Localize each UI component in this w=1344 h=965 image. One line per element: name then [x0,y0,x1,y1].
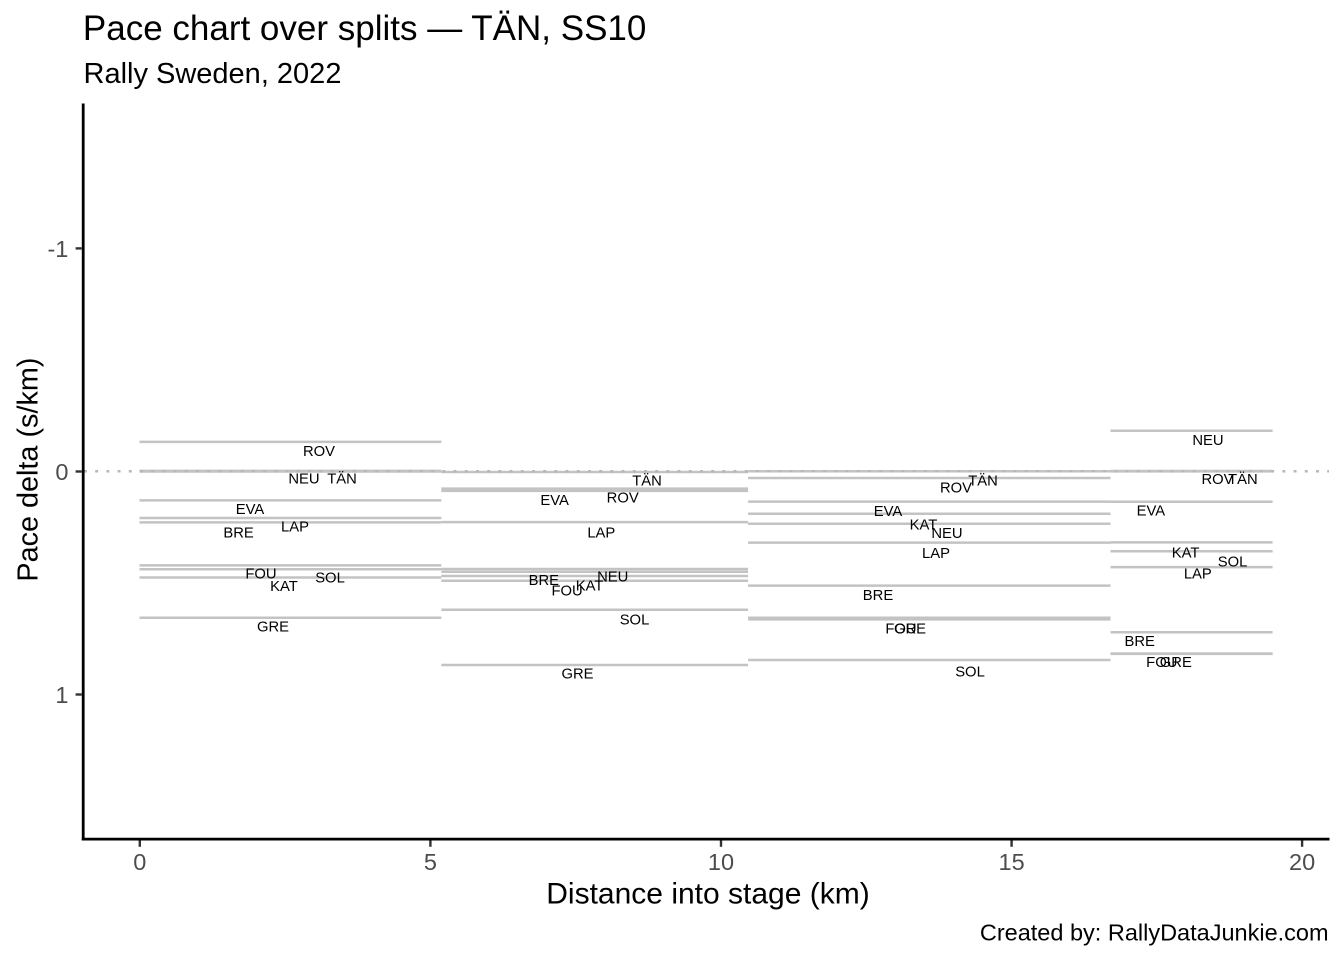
svg-text:GRE: GRE [561,666,593,682]
svg-text:NEU: NEU [1192,433,1223,449]
svg-text:SOL: SOL [620,613,650,629]
svg-text:SOL: SOL [1218,555,1248,571]
svg-text:KAT: KAT [576,578,604,594]
svg-text:Pace chart over splits — TÄN,: Pace chart over splits — TÄN, SS10 [83,9,646,48]
svg-text:Created by: RallyDataJunkie.co: Created by: RallyDataJunkie.com [980,920,1329,946]
svg-text:Distance into stage (km): Distance into stage (km) [546,878,869,911]
svg-text:5: 5 [424,849,437,875]
svg-text:ROV: ROV [940,481,972,497]
svg-text:EVA: EVA [874,504,903,520]
svg-text:NEU: NEU [597,570,628,586]
svg-text:BRE: BRE [863,588,894,604]
svg-text:TÄN: TÄN [1228,471,1258,488]
svg-text:Rally Sweden, 2022: Rally Sweden, 2022 [84,58,342,90]
svg-text:BRE: BRE [223,525,254,541]
svg-text:0: 0 [133,849,146,875]
svg-text:Pace delta (s/km): Pace delta (s/km) [13,358,45,582]
svg-text:ROV: ROV [607,491,639,507]
svg-text:ROV: ROV [303,444,335,460]
svg-text:20: 20 [1289,849,1315,875]
svg-text:GRE: GRE [1160,655,1192,671]
svg-text:LAP: LAP [1184,567,1212,583]
svg-text:GRE: GRE [894,622,926,638]
svg-text:EVA: EVA [540,493,569,509]
svg-text:EVA: EVA [236,502,265,518]
svg-text:LAP: LAP [281,519,309,535]
svg-text:-1: -1 [47,236,68,262]
svg-text:FOU: FOU [885,622,916,638]
svg-text:FOU: FOU [551,583,582,599]
svg-text:KAT: KAT [1172,545,1200,561]
svg-text:FOU: FOU [245,566,276,582]
svg-text:TÄN: TÄN [968,473,998,490]
svg-text:NEU: NEU [288,472,319,488]
svg-text:ROV: ROV [1201,472,1233,488]
svg-text:EVA: EVA [1137,504,1166,520]
svg-text:TÄN: TÄN [632,472,662,489]
svg-text:LAP: LAP [922,546,950,562]
svg-text:GRE: GRE [257,619,289,635]
svg-text:TÄN: TÄN [327,471,357,488]
svg-text:KAT: KAT [270,579,298,595]
svg-text:BRE: BRE [529,573,560,589]
svg-text:SOL: SOL [315,570,345,586]
svg-text:10: 10 [708,849,734,875]
svg-text:0: 0 [55,459,68,485]
svg-text:BRE: BRE [1124,634,1155,650]
svg-text:SOL: SOL [955,665,985,681]
svg-text:LAP: LAP [587,526,615,542]
svg-text:FOU: FOU [1146,655,1177,671]
svg-text:KAT: KAT [910,518,938,534]
svg-text:15: 15 [999,849,1025,875]
svg-text:NEU: NEU [931,526,962,542]
svg-text:1: 1 [55,682,68,708]
